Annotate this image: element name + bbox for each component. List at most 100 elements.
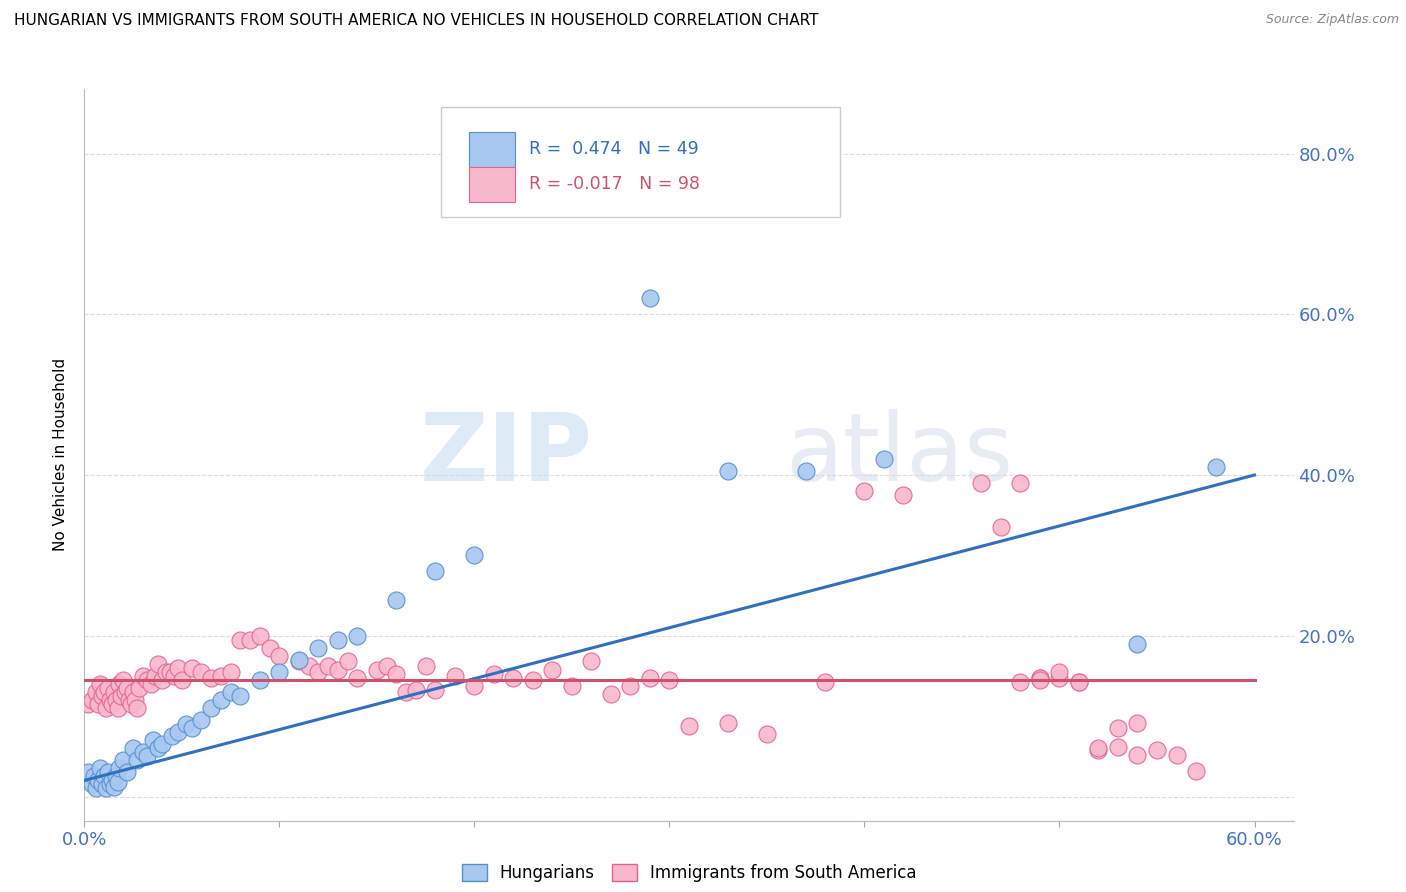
Point xyxy=(482,667,505,681)
Point xyxy=(132,745,155,759)
Point xyxy=(326,663,349,677)
Point xyxy=(90,777,112,791)
Point xyxy=(502,671,524,685)
Point xyxy=(1049,665,1071,679)
Point xyxy=(346,671,368,685)
Point xyxy=(97,765,120,780)
Point xyxy=(180,661,202,675)
Point xyxy=(128,681,150,695)
Point xyxy=(522,673,544,687)
Point xyxy=(678,719,700,733)
Point xyxy=(1126,637,1149,651)
Point xyxy=(160,729,183,743)
Point xyxy=(122,685,145,699)
Point xyxy=(1166,747,1188,762)
Point xyxy=(600,687,623,701)
FancyBboxPatch shape xyxy=(441,108,841,218)
Point xyxy=(122,741,145,756)
Point xyxy=(395,685,418,699)
Point xyxy=(90,689,112,703)
Point xyxy=(155,665,177,679)
Point xyxy=(853,484,876,499)
Point xyxy=(1067,675,1090,690)
Point xyxy=(249,629,271,643)
Point xyxy=(77,765,100,780)
Point xyxy=(346,629,368,643)
Point xyxy=(405,683,427,698)
Point xyxy=(117,765,139,780)
Point xyxy=(103,685,125,699)
Point xyxy=(893,488,915,502)
Point xyxy=(180,721,202,735)
Point xyxy=(814,675,837,690)
Point xyxy=(229,689,252,703)
Point xyxy=(132,669,155,683)
Point xyxy=(298,659,321,673)
Point xyxy=(717,464,740,478)
Point xyxy=(1146,743,1168,757)
Point xyxy=(1010,675,1032,690)
Point xyxy=(97,681,120,695)
Y-axis label: No Vehicles in Household: No Vehicles in Household xyxy=(53,359,69,551)
Point xyxy=(541,663,564,677)
Point xyxy=(1087,741,1109,756)
Point xyxy=(200,701,222,715)
Point xyxy=(415,659,437,673)
Point xyxy=(1029,671,1052,685)
Point xyxy=(82,777,104,791)
Point xyxy=(167,725,190,739)
Point xyxy=(269,665,291,679)
Point xyxy=(94,701,117,715)
Point xyxy=(1049,671,1071,685)
Point xyxy=(139,677,162,691)
Point xyxy=(93,685,115,699)
Point xyxy=(619,679,641,693)
Point xyxy=(717,715,740,730)
Text: atlas: atlas xyxy=(786,409,1014,501)
Point xyxy=(288,655,311,669)
Point xyxy=(135,749,157,764)
Point xyxy=(89,677,111,691)
Point xyxy=(82,693,104,707)
Point xyxy=(135,673,157,687)
Point xyxy=(209,693,232,707)
Text: Source: ZipAtlas.com: Source: ZipAtlas.com xyxy=(1265,13,1399,27)
Point xyxy=(581,655,603,669)
Point xyxy=(125,753,148,767)
Point xyxy=(385,667,408,681)
Point xyxy=(229,632,252,647)
Point xyxy=(1126,715,1149,730)
Point xyxy=(1107,739,1129,754)
Point xyxy=(143,669,166,683)
Point xyxy=(209,669,232,683)
Point xyxy=(150,673,173,687)
Point xyxy=(120,697,142,711)
Point xyxy=(125,701,148,715)
Point xyxy=(104,769,127,783)
Point xyxy=(990,520,1012,534)
Point xyxy=(108,677,131,691)
Point xyxy=(425,565,447,579)
Legend: Hungarians, Immigrants from South America: Hungarians, Immigrants from South Americ… xyxy=(456,857,922,889)
Point xyxy=(77,697,100,711)
Point xyxy=(219,685,242,699)
Point xyxy=(288,653,311,667)
Point xyxy=(1010,476,1032,491)
Point xyxy=(94,781,117,796)
Point xyxy=(1067,675,1090,690)
Point xyxy=(425,683,447,698)
Point xyxy=(326,632,349,647)
Point xyxy=(84,685,107,699)
Point xyxy=(561,679,583,693)
Point xyxy=(316,659,339,673)
Point xyxy=(970,476,993,491)
Point xyxy=(159,665,181,679)
Point xyxy=(336,655,359,669)
Point xyxy=(118,693,141,707)
Point xyxy=(1205,460,1227,475)
Point xyxy=(385,592,408,607)
Point xyxy=(163,669,186,683)
Point xyxy=(100,697,122,711)
Point xyxy=(87,773,110,788)
Point xyxy=(366,663,388,677)
